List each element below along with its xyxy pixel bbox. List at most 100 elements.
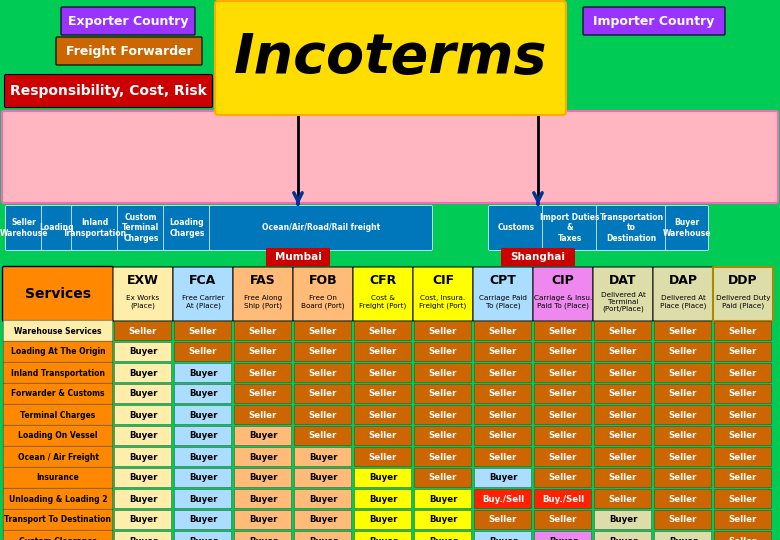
- FancyBboxPatch shape: [474, 510, 531, 530]
- FancyBboxPatch shape: [534, 469, 591, 488]
- Text: Terminal Charges: Terminal Charges: [20, 410, 96, 420]
- FancyBboxPatch shape: [175, 489, 232, 509]
- FancyBboxPatch shape: [175, 363, 232, 382]
- FancyBboxPatch shape: [354, 489, 412, 509]
- FancyBboxPatch shape: [2, 111, 778, 203]
- Text: Inland Transportation: Inland Transportation: [11, 368, 105, 377]
- Text: Seller: Seller: [249, 410, 277, 420]
- Text: Buyer: Buyer: [489, 474, 517, 483]
- FancyBboxPatch shape: [3, 425, 113, 447]
- Text: Seller: Seller: [609, 389, 637, 399]
- Text: Seller: Seller: [668, 495, 697, 503]
- FancyBboxPatch shape: [175, 406, 232, 424]
- Text: DAT: DAT: [609, 274, 636, 287]
- FancyBboxPatch shape: [474, 384, 531, 403]
- FancyBboxPatch shape: [175, 342, 232, 361]
- FancyBboxPatch shape: [3, 362, 113, 384]
- FancyBboxPatch shape: [534, 321, 591, 341]
- FancyBboxPatch shape: [594, 427, 651, 446]
- FancyBboxPatch shape: [115, 510, 172, 530]
- FancyBboxPatch shape: [118, 206, 165, 251]
- FancyBboxPatch shape: [533, 267, 593, 321]
- FancyBboxPatch shape: [295, 321, 352, 341]
- Text: Free Carrier
At (Place): Free Carrier At (Place): [182, 295, 225, 309]
- Text: Seller: Seller: [129, 327, 158, 335]
- FancyBboxPatch shape: [473, 267, 533, 321]
- FancyBboxPatch shape: [534, 406, 591, 424]
- Text: Loading
Charges: Loading Charges: [169, 218, 204, 238]
- FancyBboxPatch shape: [594, 406, 651, 424]
- FancyBboxPatch shape: [488, 206, 544, 251]
- FancyBboxPatch shape: [474, 321, 531, 341]
- Text: Seller: Seller: [549, 453, 577, 462]
- FancyBboxPatch shape: [115, 363, 172, 382]
- FancyBboxPatch shape: [3, 488, 113, 510]
- Text: Seller: Seller: [729, 516, 757, 524]
- Text: Seller: Seller: [668, 389, 697, 399]
- FancyBboxPatch shape: [175, 321, 232, 341]
- Text: Buyer: Buyer: [189, 516, 218, 524]
- FancyBboxPatch shape: [164, 206, 211, 251]
- FancyBboxPatch shape: [534, 363, 591, 382]
- Text: Ocean / Air Freight: Ocean / Air Freight: [17, 453, 98, 462]
- FancyBboxPatch shape: [235, 363, 292, 382]
- FancyBboxPatch shape: [474, 489, 531, 509]
- Text: Seller: Seller: [429, 410, 457, 420]
- FancyBboxPatch shape: [714, 448, 771, 467]
- Text: Buyer: Buyer: [369, 474, 397, 483]
- Text: Seller: Seller: [429, 348, 457, 356]
- Text: Seller: Seller: [489, 348, 517, 356]
- Text: Buyer: Buyer: [249, 516, 277, 524]
- FancyBboxPatch shape: [654, 489, 711, 509]
- FancyBboxPatch shape: [594, 531, 651, 540]
- FancyBboxPatch shape: [414, 510, 471, 530]
- FancyBboxPatch shape: [115, 469, 172, 488]
- FancyBboxPatch shape: [354, 427, 412, 446]
- FancyBboxPatch shape: [295, 342, 352, 361]
- Text: Import Duties
&
Taxes: Import Duties & Taxes: [541, 213, 600, 243]
- FancyBboxPatch shape: [235, 342, 292, 361]
- Text: Buyer: Buyer: [608, 537, 637, 540]
- Text: Seller: Seller: [668, 327, 697, 335]
- FancyBboxPatch shape: [474, 469, 531, 488]
- FancyBboxPatch shape: [714, 321, 771, 341]
- FancyBboxPatch shape: [414, 384, 471, 403]
- FancyBboxPatch shape: [5, 206, 42, 251]
- Text: Buyer: Buyer: [309, 474, 337, 483]
- Text: Buyer: Buyer: [129, 368, 158, 377]
- FancyBboxPatch shape: [175, 427, 232, 446]
- Text: Buyer: Buyer: [249, 431, 277, 441]
- FancyBboxPatch shape: [3, 530, 113, 540]
- FancyBboxPatch shape: [594, 489, 651, 509]
- Text: Seller: Seller: [369, 389, 397, 399]
- Text: Delivered Duty
Paid (Place): Delivered Duty Paid (Place): [716, 295, 771, 309]
- Text: Seller: Seller: [729, 537, 757, 540]
- Text: Buyer: Buyer: [429, 516, 457, 524]
- Text: Custom
Terminal
Charges: Custom Terminal Charges: [122, 213, 160, 243]
- FancyBboxPatch shape: [113, 267, 173, 321]
- Text: Seller: Seller: [369, 327, 397, 335]
- Text: Seller: Seller: [489, 389, 517, 399]
- FancyBboxPatch shape: [115, 321, 172, 341]
- Text: Custom Clearance: Custom Clearance: [19, 537, 98, 540]
- Text: Buyer: Buyer: [369, 495, 397, 503]
- Text: FAS: FAS: [250, 274, 276, 287]
- FancyBboxPatch shape: [115, 531, 172, 540]
- FancyBboxPatch shape: [654, 427, 711, 446]
- Text: Buyer: Buyer: [189, 368, 218, 377]
- FancyBboxPatch shape: [594, 363, 651, 382]
- FancyBboxPatch shape: [593, 267, 653, 321]
- FancyBboxPatch shape: [354, 363, 412, 382]
- FancyBboxPatch shape: [295, 448, 352, 467]
- Text: Incoterms: Incoterms: [234, 31, 548, 85]
- Text: Seller: Seller: [729, 453, 757, 462]
- Text: Buyer: Buyer: [189, 453, 218, 462]
- FancyBboxPatch shape: [293, 267, 353, 321]
- FancyBboxPatch shape: [3, 383, 113, 405]
- FancyBboxPatch shape: [594, 384, 651, 403]
- Text: Buy./Sell: Buy./Sell: [542, 495, 584, 503]
- FancyBboxPatch shape: [353, 267, 413, 321]
- Text: Seller: Seller: [609, 453, 637, 462]
- Text: Seller: Seller: [249, 348, 277, 356]
- FancyBboxPatch shape: [654, 469, 711, 488]
